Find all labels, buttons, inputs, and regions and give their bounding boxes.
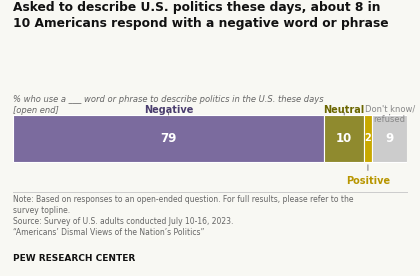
Text: % who use a ___ word or phrase to describe politics in the U.S. these days: % who use a ___ word or phrase to descri… [13,95,323,104]
Bar [325,115,364,162]
Text: Asked to describe U.S. politics these days, about 8 in
10 Americans respond with: Asked to describe U.S. politics these da… [13,1,388,30]
Bar [364,115,372,162]
Text: Neutral: Neutral [323,105,365,115]
Text: Don't know/
refused: Don't know/ refused [365,105,415,124]
Text: Source: Survey of U.S. adults conducted July 10-16, 2023.: Source: Survey of U.S. adults conducted … [13,217,233,226]
Text: 9: 9 [386,132,394,145]
Text: [open end]: [open end] [13,106,58,115]
Text: Note: Based on responses to an open-ended question. For full results, please ref: Note: Based on responses to an open-ende… [13,195,353,204]
Text: survey topline.: survey topline. [13,206,70,215]
Bar [372,115,407,162]
Text: Negative: Negative [144,105,193,115]
Text: Positive: Positive [346,165,390,186]
Text: 79: 79 [160,132,177,145]
Text: 10: 10 [336,132,352,145]
Bar [13,115,325,162]
Text: 2: 2 [365,134,371,144]
Text: “Americans’ Dismal Views of the Nation’s Politics”: “Americans’ Dismal Views of the Nation’s… [13,228,204,237]
Text: PEW RESEARCH CENTER: PEW RESEARCH CENTER [13,254,135,263]
